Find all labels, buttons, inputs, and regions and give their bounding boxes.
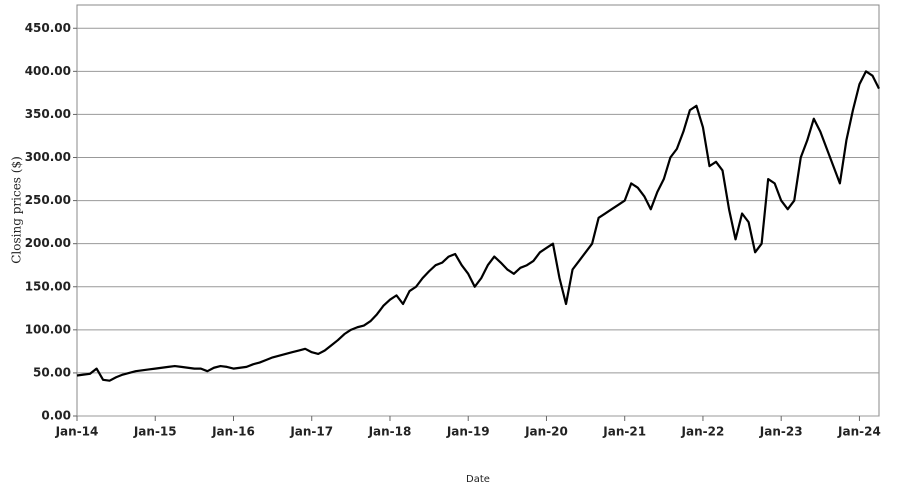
- y-tick-label: 100.00: [25, 322, 71, 336]
- y-tick-label: 150.00: [25, 279, 71, 293]
- x-axis-label: Date: [466, 474, 490, 485]
- y-tick-label: 250.00: [25, 193, 71, 207]
- y-tick-label: 50.00: [33, 365, 71, 379]
- x-tick-label: Jan-15: [133, 425, 177, 439]
- x-tick-label: Jan-20: [524, 425, 568, 439]
- x-tick-label: Jan-16: [211, 425, 255, 439]
- y-axis-label: Closing prices ($): [10, 156, 24, 264]
- y-tick-label: 200.00: [25, 236, 71, 250]
- x-tick-label: Jan-22: [681, 425, 725, 439]
- y-tick-label: 450.00: [25, 21, 71, 35]
- x-tick-label: Jan-23: [759, 425, 803, 439]
- price-line: [76, 70, 880, 382]
- x-tick-label: Jan-14: [55, 425, 99, 439]
- x-tick-label: Jan-17: [289, 425, 333, 439]
- y-tick-label: 350.00: [25, 107, 71, 121]
- y-tick-label: 300.00: [25, 150, 71, 164]
- y-tick-label: 0.00: [41, 409, 71, 423]
- plot-area: [76, 4, 880, 417]
- y-tick-label: 400.00: [25, 64, 71, 78]
- x-tick-label: Jan-19: [446, 425, 490, 439]
- x-tick-label: Jan-24: [837, 425, 881, 439]
- x-tick-label: Jan-21: [602, 425, 646, 439]
- x-tick-label: Jan-18: [368, 425, 412, 439]
